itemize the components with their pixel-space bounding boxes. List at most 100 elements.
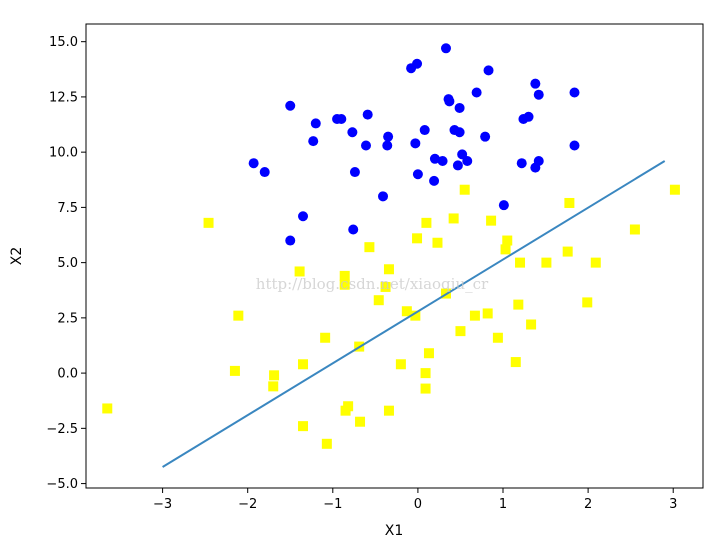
x-axis-label: X1 xyxy=(385,523,404,539)
data-point-circle xyxy=(454,102,465,113)
data-point-square xyxy=(669,184,680,195)
data-point-square xyxy=(401,306,412,317)
data-point-square xyxy=(423,348,434,359)
data-point-circle xyxy=(412,169,423,180)
y-axis-label: X2 xyxy=(9,247,25,266)
x-tick-label: 2 xyxy=(584,497,592,512)
data-point-square xyxy=(432,237,443,248)
data-point-square xyxy=(564,197,575,208)
data-point-circle xyxy=(336,114,347,125)
data-point-circle xyxy=(523,111,534,122)
data-point-square xyxy=(203,217,214,228)
x-axis-ticks: −3 −2 −1 0 1 2 3 xyxy=(153,488,677,512)
data-point-square xyxy=(229,365,240,376)
y-tick-label: 7.5 xyxy=(57,201,78,216)
data-point-circle xyxy=(569,140,580,151)
data-point-circle xyxy=(310,118,321,129)
data-point-circle xyxy=(285,100,296,111)
data-point-square xyxy=(373,295,384,306)
data-point-square xyxy=(395,359,406,370)
data-point-square xyxy=(383,264,394,275)
data-point-circle xyxy=(362,109,373,120)
data-point-circle xyxy=(347,127,358,138)
data-point-square xyxy=(298,421,309,432)
data-point-square xyxy=(562,246,573,257)
data-point-circle xyxy=(569,87,580,98)
y-tick-label: 15.0 xyxy=(49,35,78,50)
y-tick-label: 5.0 xyxy=(57,256,78,271)
data-point-circle xyxy=(437,155,448,166)
data-point-circle xyxy=(259,167,270,178)
data-point-square xyxy=(268,381,279,392)
data-point-square xyxy=(340,405,351,416)
points-layer xyxy=(102,43,680,449)
data-point-square xyxy=(459,184,470,195)
y-tick-label: 2.5 xyxy=(57,311,78,326)
plot-area xyxy=(86,24,703,488)
data-point-square xyxy=(412,233,423,244)
data-point-circle xyxy=(530,162,541,173)
data-point-circle xyxy=(444,96,455,107)
data-point-circle xyxy=(285,235,296,246)
y-tick-label: 0.0 xyxy=(57,367,78,382)
data-point-circle xyxy=(530,78,541,89)
data-point-circle xyxy=(480,131,491,142)
decision-boundary-line xyxy=(162,160,666,468)
data-point-square xyxy=(298,359,309,370)
data-point-circle xyxy=(308,136,319,147)
data-point-circle xyxy=(452,160,463,171)
data-point-square xyxy=(502,235,513,246)
data-point-square xyxy=(355,416,366,427)
y-tick-label: 12.5 xyxy=(49,90,78,105)
data-point-square xyxy=(421,217,432,228)
data-point-square xyxy=(233,310,244,321)
watermark-text: http://blog.csdn.net/xiaoqiu_cr xyxy=(256,275,489,293)
data-point-circle xyxy=(360,140,371,151)
data-point-circle xyxy=(516,158,527,169)
plot-frame xyxy=(85,23,704,489)
x-tick-label: 0 xyxy=(414,497,422,512)
y-tick-label: 10.0 xyxy=(49,146,78,161)
data-point-circle xyxy=(462,155,473,166)
data-point-circle xyxy=(483,65,494,76)
data-point-square xyxy=(269,370,280,381)
y-axis-ticks: −5.0 −2.5 0.0 2.5 5.0 7.5 10.0 12.5 15.0 xyxy=(46,35,86,492)
data-point-square xyxy=(420,368,431,379)
data-point-square xyxy=(420,383,431,394)
x-tick-label: −3 xyxy=(153,497,172,512)
data-point-square xyxy=(321,438,332,449)
data-point-square xyxy=(526,319,537,330)
data-point-square xyxy=(448,213,459,224)
x-tick-label: −2 xyxy=(238,497,257,512)
data-point-square xyxy=(513,299,524,310)
data-point-circle xyxy=(383,131,394,142)
data-point-circle xyxy=(440,43,451,54)
data-point-circle xyxy=(378,191,389,202)
data-point-circle xyxy=(429,153,440,164)
data-point-square xyxy=(320,332,331,343)
data-point-square xyxy=(541,257,552,268)
data-point-square xyxy=(515,257,526,268)
data-point-circle xyxy=(410,138,421,149)
data-point-circle xyxy=(248,158,259,169)
data-point-circle xyxy=(429,175,440,186)
line-layer xyxy=(162,160,666,468)
data-point-square xyxy=(590,257,601,268)
data-point-square xyxy=(486,215,497,226)
data-point-square xyxy=(629,224,640,235)
y-tick-label: −2.5 xyxy=(46,422,78,437)
data-point-square xyxy=(102,403,113,414)
data-point-circle xyxy=(298,211,309,222)
x-tick-label: 1 xyxy=(499,497,507,512)
data-point-circle xyxy=(471,87,482,98)
data-point-circle xyxy=(419,125,430,136)
data-point-square xyxy=(410,310,421,321)
data-point-circle xyxy=(533,89,544,100)
data-point-square xyxy=(582,297,593,308)
data-point-square xyxy=(500,244,511,255)
y-tick-label: −5.0 xyxy=(46,477,78,492)
x-tick-label: −1 xyxy=(323,497,342,512)
data-point-square xyxy=(339,279,350,290)
data-point-circle xyxy=(498,200,509,211)
